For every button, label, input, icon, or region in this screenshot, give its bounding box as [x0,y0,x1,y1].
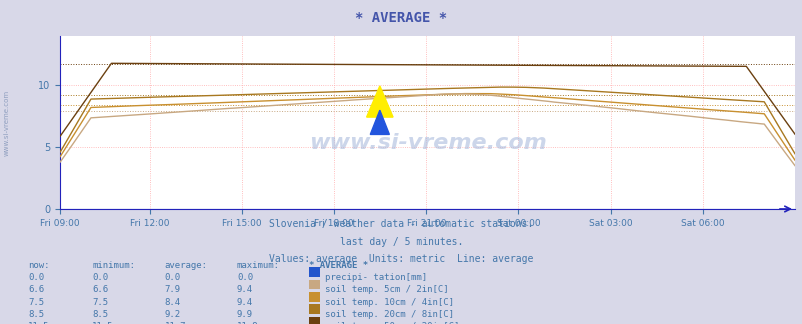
Text: 0.0: 0.0 [28,273,44,282]
Text: 11.5: 11.5 [92,322,114,324]
Text: 8.5: 8.5 [28,310,44,319]
Text: 11.8: 11.8 [237,322,258,324]
Text: 9.9: 9.9 [237,310,253,319]
Text: 7.5: 7.5 [92,298,108,307]
Text: 7.5: 7.5 [28,298,44,307]
Text: soil temp. 20cm / 8in[C]: soil temp. 20cm / 8in[C] [325,310,454,319]
Text: * AVERAGE *: * AVERAGE * [355,11,447,25]
Text: 7.9: 7.9 [164,285,180,295]
Text: maximum:: maximum: [237,261,280,270]
Text: 8.4: 8.4 [164,298,180,307]
Text: 9.4: 9.4 [237,298,253,307]
Text: last day / 5 minutes.: last day / 5 minutes. [339,237,463,247]
Text: 6.6: 6.6 [28,285,44,295]
Text: 6.6: 6.6 [92,285,108,295]
Text: 8.5: 8.5 [92,310,108,319]
Text: * AVERAGE *: * AVERAGE * [309,261,368,270]
Text: 0.0: 0.0 [164,273,180,282]
Text: 9.2: 9.2 [164,310,180,319]
Text: 9.4: 9.4 [237,285,253,295]
Text: 0.0: 0.0 [92,273,108,282]
Text: minimum:: minimum: [92,261,136,270]
Text: 11.5: 11.5 [28,322,50,324]
Polygon shape [370,110,389,134]
Text: 0.0: 0.0 [237,273,253,282]
Text: Values: average  Units: metric  Line: average: Values: average Units: metric Line: aver… [269,254,533,264]
Text: soil temp. 10cm / 4in[C]: soil temp. 10cm / 4in[C] [325,298,454,307]
Text: now:: now: [28,261,50,270]
Text: soil temp. 50cm / 20in[C]: soil temp. 50cm / 20in[C] [325,322,459,324]
Text: soil temp. 5cm / 2in[C]: soil temp. 5cm / 2in[C] [325,285,448,295]
Text: www.si-vreme.com: www.si-vreme.com [3,90,10,156]
Text: www.si-vreme.com: www.si-vreme.com [308,133,546,153]
Text: precipi- tation[mm]: precipi- tation[mm] [325,273,427,282]
Polygon shape [367,86,392,117]
Text: 11.7: 11.7 [164,322,186,324]
Text: Slovenia / weather data - automatic stations.: Slovenia / weather data - automatic stat… [269,219,533,229]
Text: average:: average: [164,261,208,270]
